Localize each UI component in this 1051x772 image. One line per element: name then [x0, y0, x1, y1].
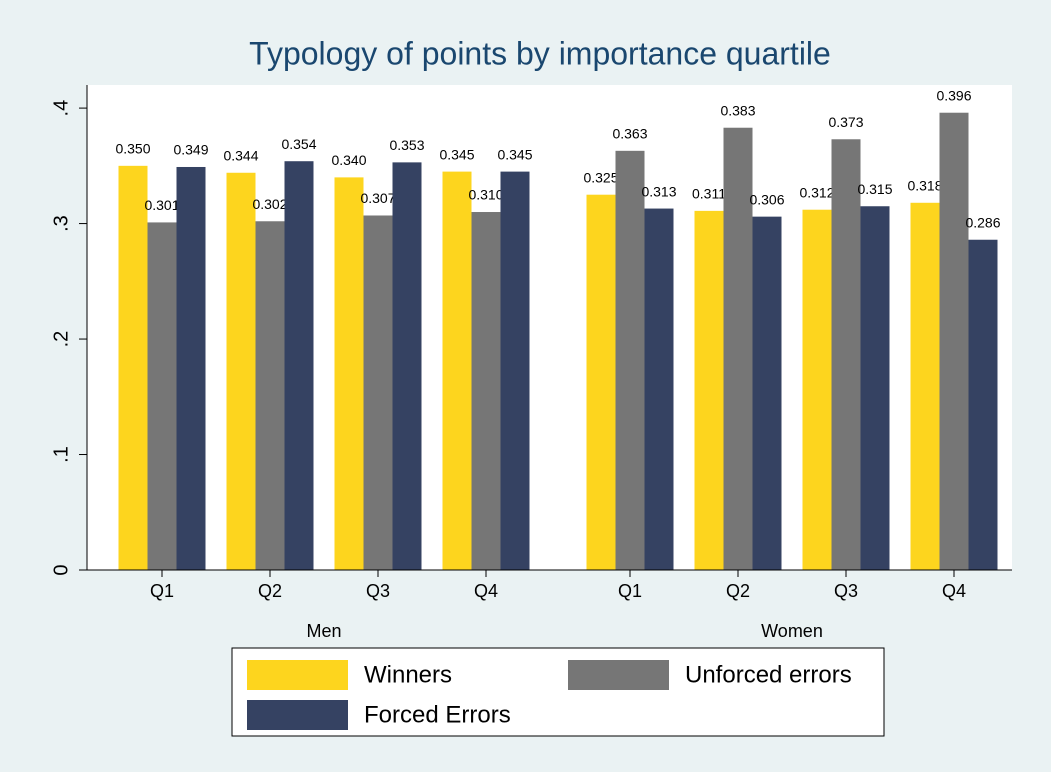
bar [586, 194, 616, 570]
bar [860, 206, 890, 570]
bar [334, 177, 364, 570]
value-label: 0.345 [439, 146, 474, 162]
group-label: Women [761, 621, 823, 641]
bar [802, 209, 832, 570]
x-tick-label: Q2 [258, 581, 282, 601]
bar [147, 222, 177, 570]
value-label: 0.315 [857, 181, 892, 197]
x-tick-label: Q3 [834, 581, 858, 601]
bar [831, 139, 861, 570]
value-label: 0.307 [360, 190, 395, 206]
value-label: 0.312 [799, 184, 834, 200]
bar [363, 215, 393, 570]
bar [442, 171, 472, 570]
bar [644, 208, 674, 571]
bar [939, 112, 969, 570]
bar [226, 172, 256, 570]
bar [176, 166, 206, 570]
x-tick-label: Q4 [474, 581, 498, 601]
value-label: 0.301 [144, 197, 179, 213]
value-label: 0.350 [115, 141, 150, 157]
value-label: 0.363 [612, 126, 647, 142]
bar [471, 212, 501, 570]
y-tick-label: .1 [50, 446, 72, 463]
bar [968, 239, 998, 570]
legend-label: Unforced errors [685, 661, 852, 688]
value-label: 0.396 [936, 87, 971, 103]
x-tick-label: Q4 [942, 581, 966, 601]
legend-label: Forced Errors [364, 701, 511, 728]
value-label: 0.340 [331, 152, 366, 168]
value-label: 0.373 [828, 114, 863, 130]
value-label: 0.286 [965, 214, 1000, 230]
bar [615, 150, 645, 571]
value-label: 0.344 [223, 147, 258, 163]
bar [910, 202, 940, 571]
bar [500, 171, 530, 570]
y-tick-label: 0 [50, 564, 72, 575]
group-label: Men [306, 621, 341, 641]
bar [723, 127, 753, 570]
chart-title: Typology of points by importance quartil… [249, 35, 831, 71]
x-tick-label: Q1 [150, 581, 174, 601]
bar [118, 165, 148, 571]
value-label: 0.325 [583, 169, 618, 185]
y-tick-label: .3 [50, 215, 72, 232]
value-label: 0.310 [468, 187, 503, 203]
legend-swatch [247, 700, 348, 730]
value-label: 0.349 [173, 142, 208, 158]
x-tick-label: Q2 [726, 581, 750, 601]
bar [694, 210, 724, 570]
value-label: 0.353 [389, 137, 424, 153]
x-tick-label: Q1 [618, 581, 642, 601]
value-label: 0.383 [720, 102, 755, 118]
bar [392, 162, 422, 570]
value-label: 0.313 [641, 183, 676, 199]
value-label: 0.318 [907, 177, 942, 193]
value-label: 0.311 [692, 186, 726, 202]
bar [752, 216, 782, 570]
value-label: 0.306 [749, 191, 784, 207]
legend-swatch [247, 660, 348, 690]
x-tick-label: Q3 [366, 581, 390, 601]
legend-swatch [568, 660, 669, 690]
y-tick-label: .4 [50, 100, 72, 117]
bar [255, 221, 285, 570]
value-label: 0.354 [281, 136, 316, 152]
value-label: 0.302 [252, 196, 287, 212]
bar [284, 161, 314, 570]
value-label: 0.345 [497, 146, 532, 162]
legend-label: Winners [364, 661, 452, 688]
y-tick-label: .2 [50, 331, 72, 348]
